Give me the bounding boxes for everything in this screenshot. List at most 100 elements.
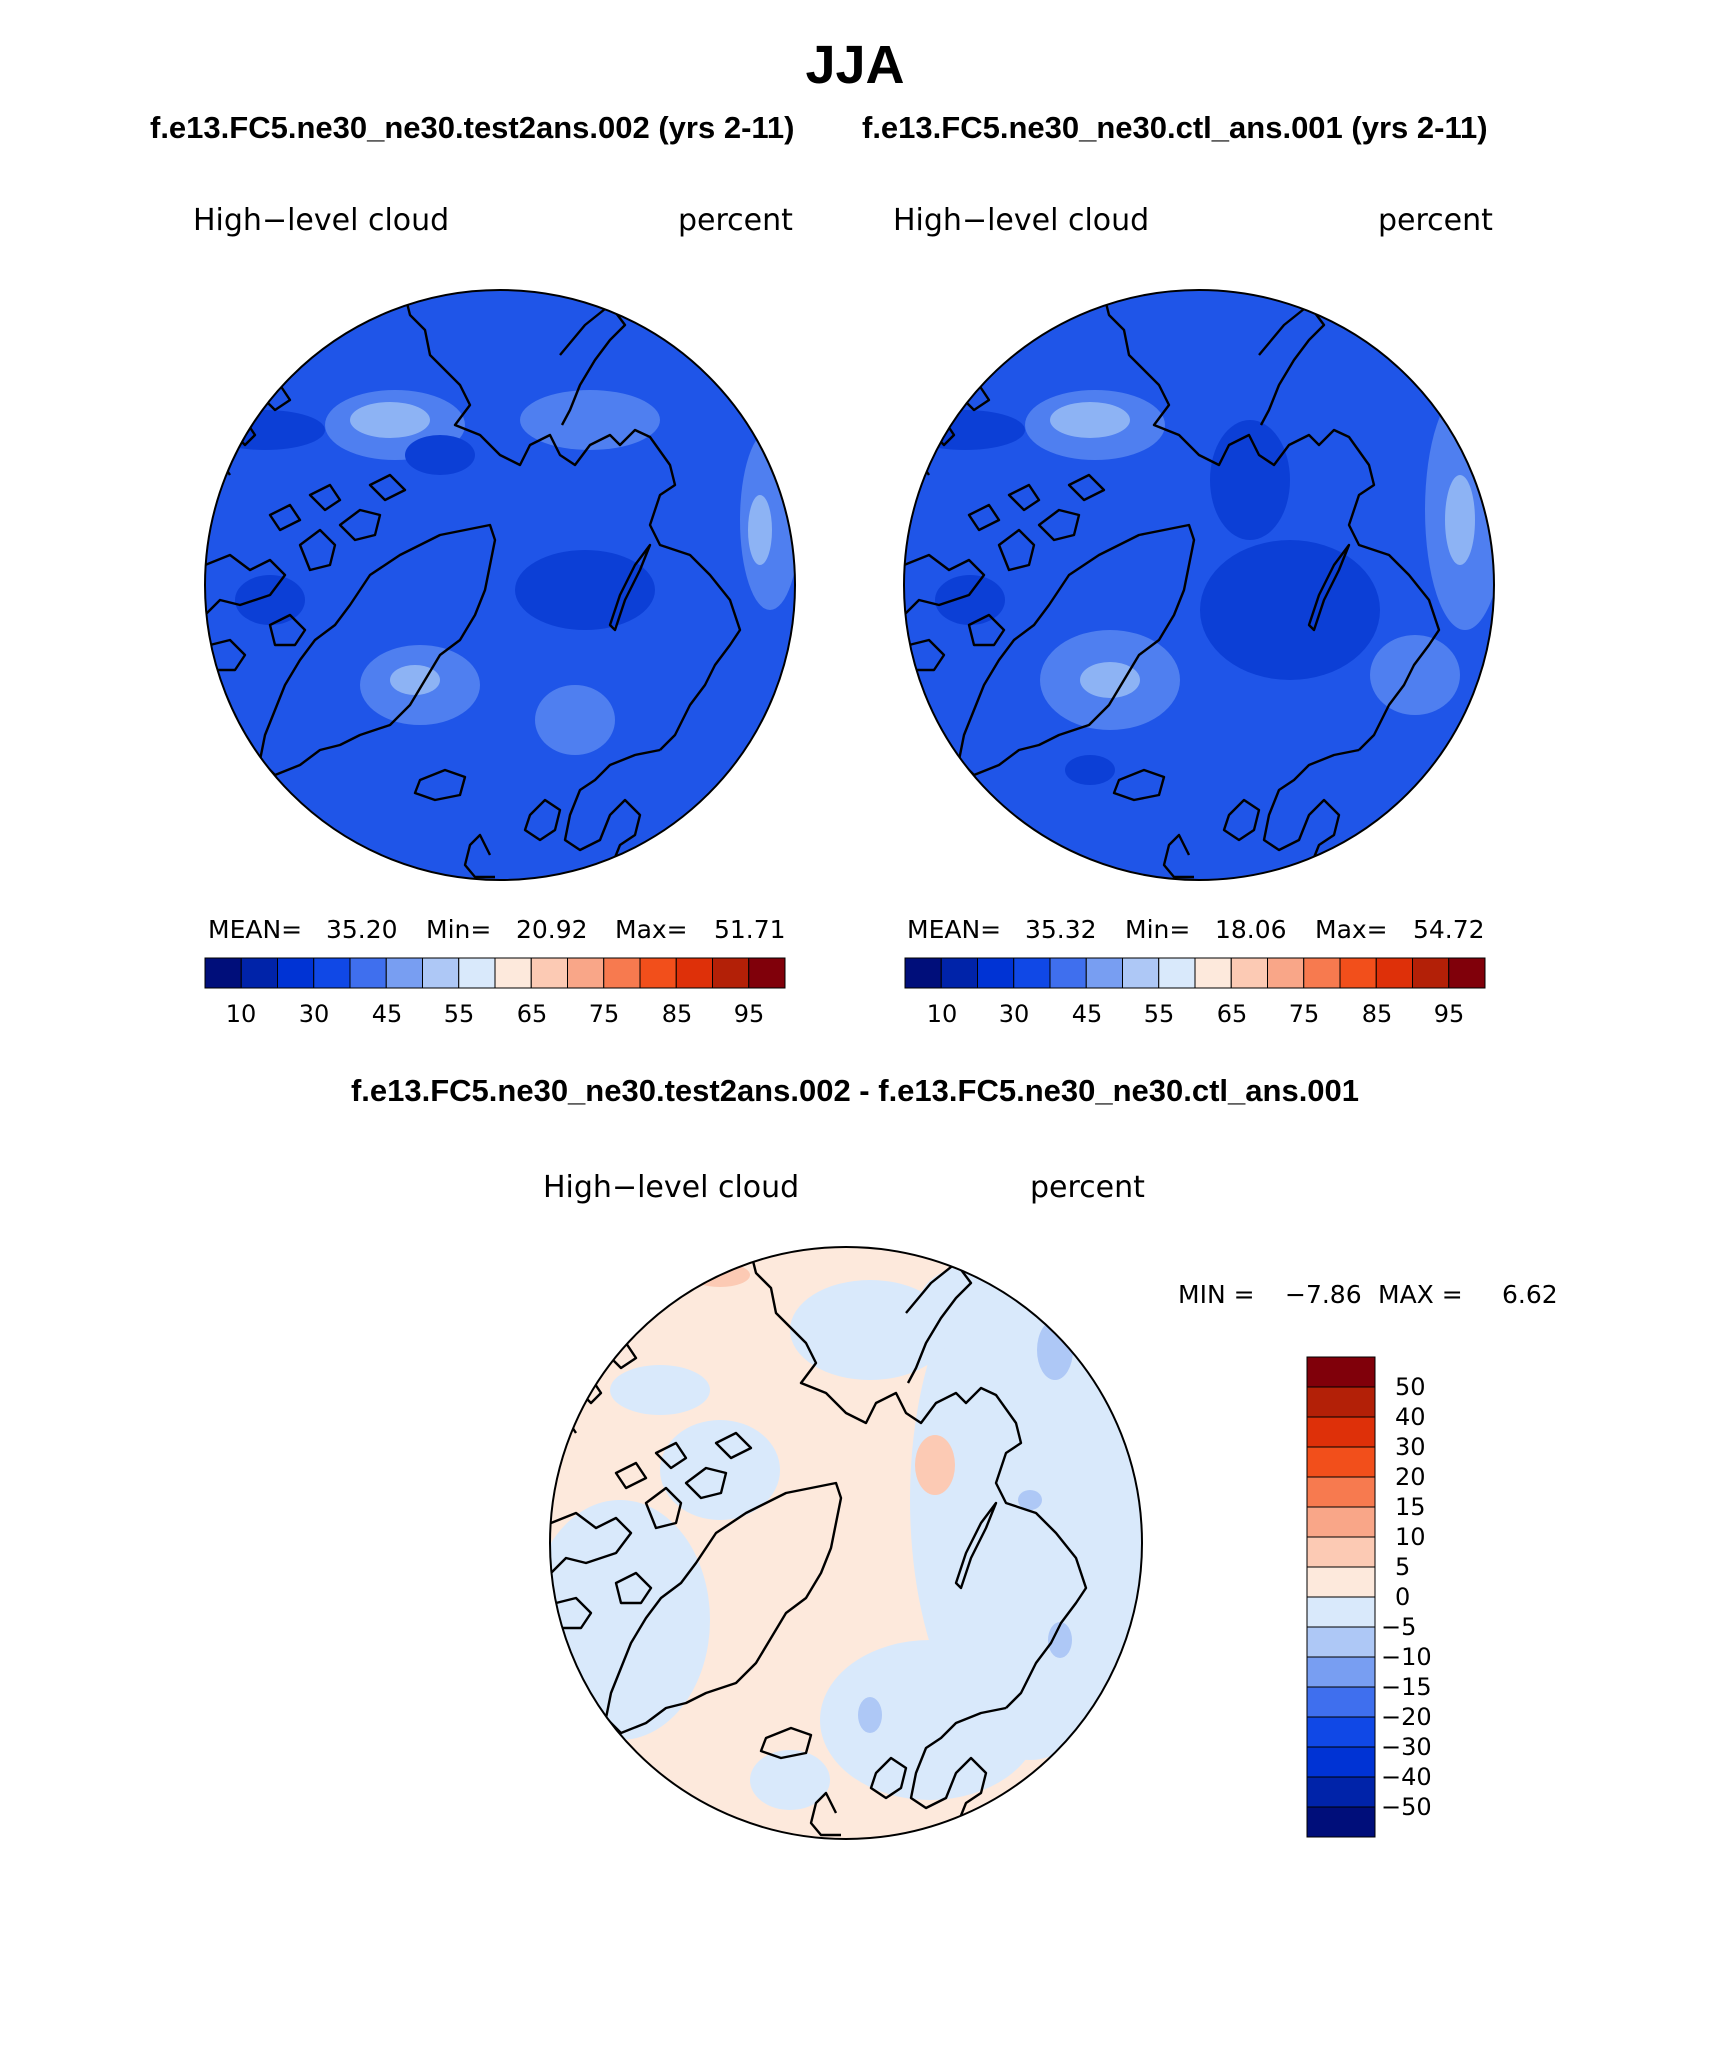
diff-cbar-tick: −20 [1381, 1703, 1432, 1731]
panel1-mean-label: MEAN= [208, 915, 303, 944]
diff-colorbar [1306, 1356, 1376, 1838]
panel1-cbar-tick: 10 [225, 1000, 257, 1028]
panel2-colorbar [904, 957, 1486, 989]
colorbar-swatch [1306, 1806, 1376, 1838]
diff-max-label: MAX = [1378, 1280, 1463, 1309]
diff-variable: High−level cloud [543, 1170, 800, 1205]
colorbar-swatch [567, 957, 605, 989]
colorbar-swatch [1306, 1566, 1376, 1598]
panel2-cbar-tick: 30 [998, 1000, 1030, 1028]
panel1-cbar-tick: 45 [371, 1000, 403, 1028]
diff-cbar-tick: −15 [1381, 1673, 1432, 1701]
colorbar-swatch [530, 957, 568, 989]
colorbar-swatch [1013, 957, 1051, 989]
colorbar-swatch [1375, 957, 1413, 989]
colorbar-swatch [1158, 957, 1196, 989]
colorbar-swatch [1194, 957, 1232, 989]
colorbar-swatch [1306, 1536, 1376, 1568]
colorbar-swatch [977, 957, 1015, 989]
panel2-mean-label: MEAN= [907, 915, 1002, 944]
colorbar-swatch [1306, 1416, 1376, 1448]
season-title: JJA [805, 35, 905, 95]
panel2-max-label: Max= [1315, 915, 1388, 944]
colorbar-swatch [1306, 1506, 1376, 1538]
diff-cbar-tick: −40 [1381, 1763, 1432, 1791]
colorbar-swatch [1306, 1356, 1376, 1388]
panel1-cbar-tick: 30 [298, 1000, 330, 1028]
panel1-mean-value: 35.20 [326, 915, 398, 944]
colorbar-swatch [1306, 1716, 1376, 1748]
map-panel-2 [903, 289, 1495, 881]
diff-cbar-tick: −30 [1381, 1733, 1432, 1761]
diff-cbar-tick: 40 [1395, 1403, 1426, 1431]
diff-title: f.e13.FC5.ne30_ne30.test2ans.002 - f.e13… [350, 1073, 1360, 1108]
case1-title: f.e13.FC5.ne30_ne30.test2ans.002 (yrs 2-… [150, 110, 795, 145]
diff-cbar-tick: 15 [1395, 1493, 1426, 1521]
colorbar-swatch [1122, 957, 1160, 989]
colorbar-swatch [675, 957, 713, 989]
panel2-cbar-tick: 85 [1361, 1000, 1393, 1028]
colorbar-swatch [1306, 1446, 1376, 1478]
colorbar-swatch [458, 957, 496, 989]
diff-cbar-tick: 10 [1395, 1523, 1426, 1551]
panel1-cbar-tick: 55 [443, 1000, 475, 1028]
colorbar-swatch [1306, 1656, 1376, 1688]
diff-max-value: 6.62 [1502, 1280, 1558, 1309]
colorbar-swatch [1412, 957, 1450, 989]
panel1-max-value: 51.71 [714, 915, 786, 944]
panel2-cbar-tick: 95 [1433, 1000, 1465, 1028]
panel1-units: percent [678, 203, 793, 238]
map-panel-1 [204, 289, 796, 881]
colorbar-swatch [712, 957, 750, 989]
colorbar-swatch [349, 957, 387, 989]
colorbar-swatch [1049, 957, 1087, 989]
colorbar-swatch [204, 957, 242, 989]
panel2-mean-value: 35.32 [1025, 915, 1097, 944]
colorbar-swatch [240, 957, 278, 989]
diff-cbar-tick: −5 [1381, 1613, 1417, 1641]
colorbar-swatch [1448, 957, 1486, 989]
colorbar-swatch [422, 957, 460, 989]
diff-cbar-tick: 50 [1395, 1373, 1426, 1401]
diff-units: percent [1030, 1170, 1145, 1205]
panel1-variable: High−level cloud [193, 203, 450, 238]
colorbar-swatch [940, 957, 978, 989]
panel1-cbar-tick: 75 [588, 1000, 620, 1028]
colorbar-swatch [1303, 957, 1341, 989]
panel2-min-value: 18.06 [1215, 915, 1287, 944]
diff-cbar-tick: −50 [1381, 1793, 1432, 1821]
panel1-max-label: Max= [615, 915, 688, 944]
colorbar-swatch [1306, 1746, 1376, 1778]
colorbar-swatch [1306, 1626, 1376, 1658]
colorbar-swatch [1306, 1476, 1376, 1508]
diff-cbar-tick: 5 [1395, 1553, 1411, 1581]
map-panel-diff [549, 1246, 1143, 1840]
diff-cbar-tick: 30 [1395, 1433, 1426, 1461]
panel1-min-label: Min= [426, 915, 492, 944]
panel1-cbar-tick: 95 [733, 1000, 765, 1028]
panel1-cbar-tick: 65 [516, 1000, 548, 1028]
colorbar-swatch [313, 957, 351, 989]
diff-cbar-tick: 0 [1395, 1583, 1411, 1611]
colorbar-swatch [1339, 957, 1377, 989]
panel2-variable: High−level cloud [893, 203, 1150, 238]
case2-title: f.e13.FC5.ne30_ne30.ctl_ans.001 (yrs 2-1… [862, 110, 1488, 145]
colorbar-swatch [1306, 1686, 1376, 1718]
colorbar-swatch [1306, 1386, 1376, 1418]
panel1-colorbar [204, 957, 786, 989]
colorbar-swatch [1306, 1776, 1376, 1808]
panel2-cbar-tick: 55 [1143, 1000, 1175, 1028]
panel1-cbar-tick: 85 [661, 1000, 693, 1028]
panel2-cbar-tick: 45 [1071, 1000, 1103, 1028]
panel2-units: percent [1378, 203, 1493, 238]
diff-cbar-tick: −10 [1381, 1643, 1432, 1671]
colorbar-swatch [494, 957, 532, 989]
panel2-cbar-tick: 65 [1216, 1000, 1248, 1028]
colorbar-swatch [748, 957, 786, 989]
panel2-min-label: Min= [1125, 915, 1191, 944]
panel2-cbar-tick: 75 [1288, 1000, 1320, 1028]
panel2-cbar-tick: 10 [926, 1000, 958, 1028]
colorbar-swatch [1306, 1596, 1376, 1628]
diff-min-label: MIN = [1178, 1280, 1255, 1309]
